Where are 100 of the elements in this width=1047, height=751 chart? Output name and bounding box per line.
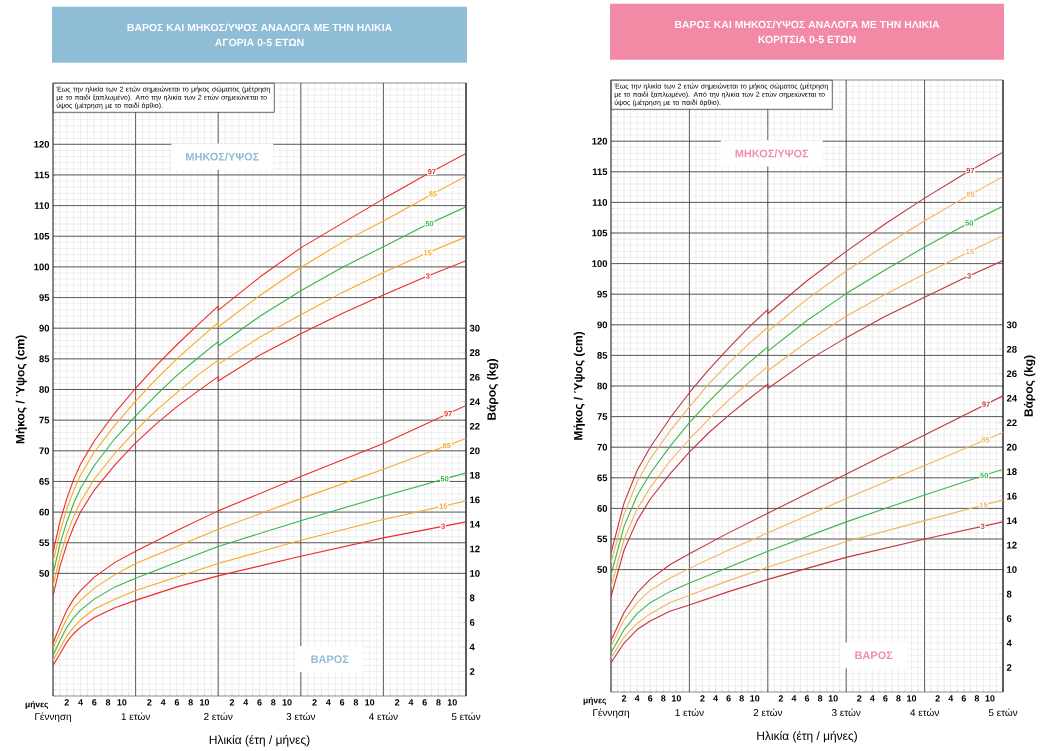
y-tick-label: 50 [39, 570, 50, 577]
y-tick-label: 90 [597, 321, 608, 329]
y2-tick-label: 18 [470, 471, 480, 479]
text: 2 [229, 699, 235, 706]
text: 8 [974, 695, 980, 702]
text: 6 [648, 695, 653, 702]
y2-tick-label: 28 [469, 349, 480, 357]
text: 10 [117, 699, 127, 706]
line-series [53, 437, 466, 649]
y2-tick-label: 20 [1006, 443, 1017, 451]
y-tick-label: 120 [34, 140, 50, 148]
y2-tick-label: 18 [1007, 468, 1017, 476]
text: 4 [243, 699, 249, 706]
text: 6 [257, 699, 262, 706]
y-tick-label: 115 [34, 171, 50, 179]
annotation: ΒΑΡΟΣ [855, 651, 893, 660]
y-tick-label: 90 [39, 324, 50, 332]
y2-tick-label: 12 [470, 545, 480, 553]
text: 4 [713, 695, 718, 702]
text: 2 [621, 695, 627, 702]
y-tick-label: 110 [34, 202, 50, 209]
text: 2 [857, 695, 862, 702]
y-tick-label: 95 [597, 290, 608, 298]
y-tick-label: 60 [39, 508, 50, 516]
text: 2 [394, 699, 400, 706]
text: 4 [869, 695, 875, 702]
text: 2 [935, 695, 940, 702]
text: 8 [353, 699, 359, 706]
y2-tick-label: 12 [1007, 541, 1017, 549]
y-tick-label: 70 [597, 443, 608, 451]
text: 4 [160, 699, 166, 706]
text: 4 [634, 695, 640, 702]
text: 2 [64, 699, 69, 706]
y2-tick-label: 30 [1006, 321, 1017, 329]
text: μήνες [25, 701, 49, 709]
text: 10 [365, 699, 375, 706]
y2-tick-label: 14 [470, 521, 480, 528]
x-tick-label: 3 ετών [831, 708, 861, 717]
y-tick-label: 70 [39, 447, 50, 455]
line-series [53, 521, 466, 666]
text: 8 [661, 695, 666, 702]
y-tick-label: 100 [592, 260, 608, 267]
x-tick-label: 5 ετών [451, 712, 481, 721]
y-tick-label: 75 [597, 413, 608, 420]
y2-tick-label: 22 [469, 422, 480, 430]
text: 6 [726, 695, 731, 702]
text: 2 [312, 699, 317, 706]
text: 10 [671, 695, 681, 702]
y2-tick-label: 28 [1006, 345, 1017, 353]
y2-tick-label: 4 [469, 643, 475, 651]
y2-tick-label: 30 [469, 324, 480, 332]
y-tick-label: 80 [39, 386, 50, 393]
text: 10 [985, 695, 995, 702]
y-tick-label: 65 [597, 474, 608, 482]
line-series [53, 500, 466, 661]
text: μήνες [583, 697, 607, 705]
y-tick-label: 55 [597, 535, 608, 543]
y2-tick-label: 8 [1006, 590, 1012, 598]
y2-tick-label: 16 [470, 496, 480, 504]
chart-subtitle: ΑΓΟΡΙΑ 0-5 ΕΤΩΝ [215, 38, 304, 47]
line-series [611, 521, 1004, 664]
text: 2 [147, 699, 152, 706]
text: 4 [408, 699, 414, 706]
y-tick-label: 85 [597, 352, 608, 359]
text: 4 [325, 699, 331, 706]
text: 6 [174, 699, 180, 706]
line-series [611, 499, 1004, 659]
text: 6 [92, 699, 97, 706]
x-tick-label: 5 ετών [988, 708, 1018, 717]
chart-title: ΒΑΡΟΣ ΚΑΙ ΜΗΚΟΣ/ΥΨΟΣ ΑΝΑΛΟΓΑ ΜΕ ΤΗΝ ΗΛΙΚΙΑ [127, 23, 392, 32]
text: 6 [339, 699, 345, 706]
x-tick-label: 3 ετών [286, 712, 316, 721]
text: 10 [200, 699, 210, 706]
text: 10 [282, 699, 292, 706]
y-axis-title: Μήκος / Ύψος (cm) [15, 335, 27, 444]
text: 4 [948, 695, 954, 702]
y-tick-label: 85 [39, 355, 50, 363]
y-tick-label: 95 [39, 294, 50, 301]
x-tick-label: Γέννηση [593, 708, 629, 719]
x-tick-label: 1 ετών [121, 712, 150, 721]
text: 6 [883, 695, 888, 702]
text: 2 [700, 695, 705, 702]
line-series [53, 472, 466, 657]
y2-tick-label: 6 [1006, 615, 1012, 622]
y2-tick-label: 14 [1007, 517, 1018, 524]
y2-tick-label: 24 [1006, 394, 1018, 402]
x-axis-title: Ηλικία (έτη / μήνες) [757, 730, 857, 743]
y2-axis-title: Βάρος (kg) [486, 359, 499, 420]
text: 8 [271, 699, 276, 706]
text: 4 [78, 699, 83, 706]
y2-tick-label: 26 [469, 373, 480, 381]
x-tick-label: 1 ετών [675, 708, 704, 717]
text: 8 [188, 699, 193, 706]
chart-title: ΒΑΡΟΣ ΚΑΙ ΜΗΚΟΣ/ΥΨΟΣ ΑΝΑΛΟΓΑ ΜΕ ΤΗΝ ΗΛΙΚΙΑ [675, 20, 940, 29]
y-axis-title: Μήκος / Ύψος (cm) [573, 331, 585, 440]
text: 6 [422, 699, 427, 706]
text: 8 [817, 695, 823, 702]
text: 8 [739, 695, 744, 702]
y-tick-label: 50 [597, 566, 608, 573]
y-tick-label: 65 [39, 478, 50, 485]
